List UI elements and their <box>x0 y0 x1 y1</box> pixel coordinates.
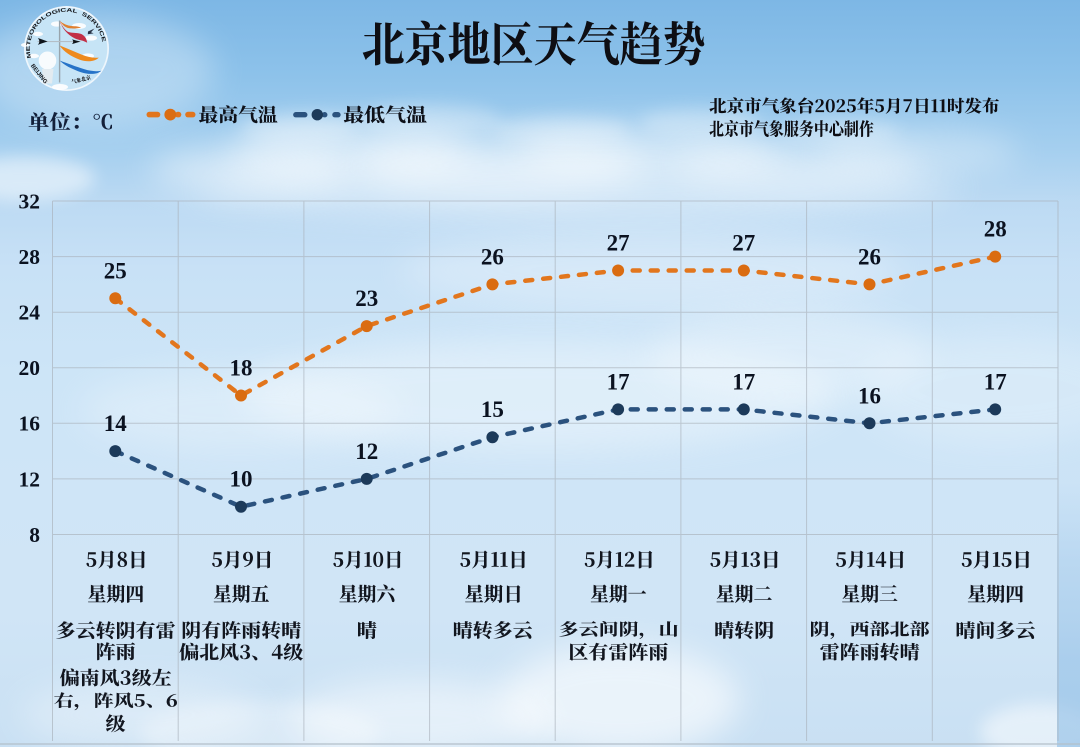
svg-text:15: 15 <box>481 397 504 422</box>
svg-text:27: 27 <box>607 231 630 256</box>
svg-text:28: 28 <box>19 245 41 269</box>
svg-text:16: 16 <box>858 383 881 408</box>
svg-text:8: 8 <box>29 523 40 547</box>
svg-text:28: 28 <box>984 217 1007 242</box>
svg-text:24: 24 <box>19 301 41 325</box>
svg-text:17: 17 <box>984 369 1007 394</box>
svg-text:17: 17 <box>732 369 755 394</box>
svg-text:17: 17 <box>607 369 630 394</box>
svg-text:18: 18 <box>230 356 253 381</box>
svg-text:12: 12 <box>19 467 41 491</box>
svg-text:32: 32 <box>19 189 41 213</box>
svg-text:20: 20 <box>19 356 41 380</box>
svg-text:27: 27 <box>732 231 755 256</box>
svg-text:16: 16 <box>19 412 41 436</box>
svg-text:26: 26 <box>858 244 881 269</box>
svg-text:10: 10 <box>230 467 253 492</box>
svg-text:26: 26 <box>481 244 504 269</box>
svg-text:25: 25 <box>104 258 127 283</box>
svg-text:14: 14 <box>104 411 128 436</box>
svg-text:23: 23 <box>355 286 378 311</box>
svg-text:12: 12 <box>355 439 378 464</box>
